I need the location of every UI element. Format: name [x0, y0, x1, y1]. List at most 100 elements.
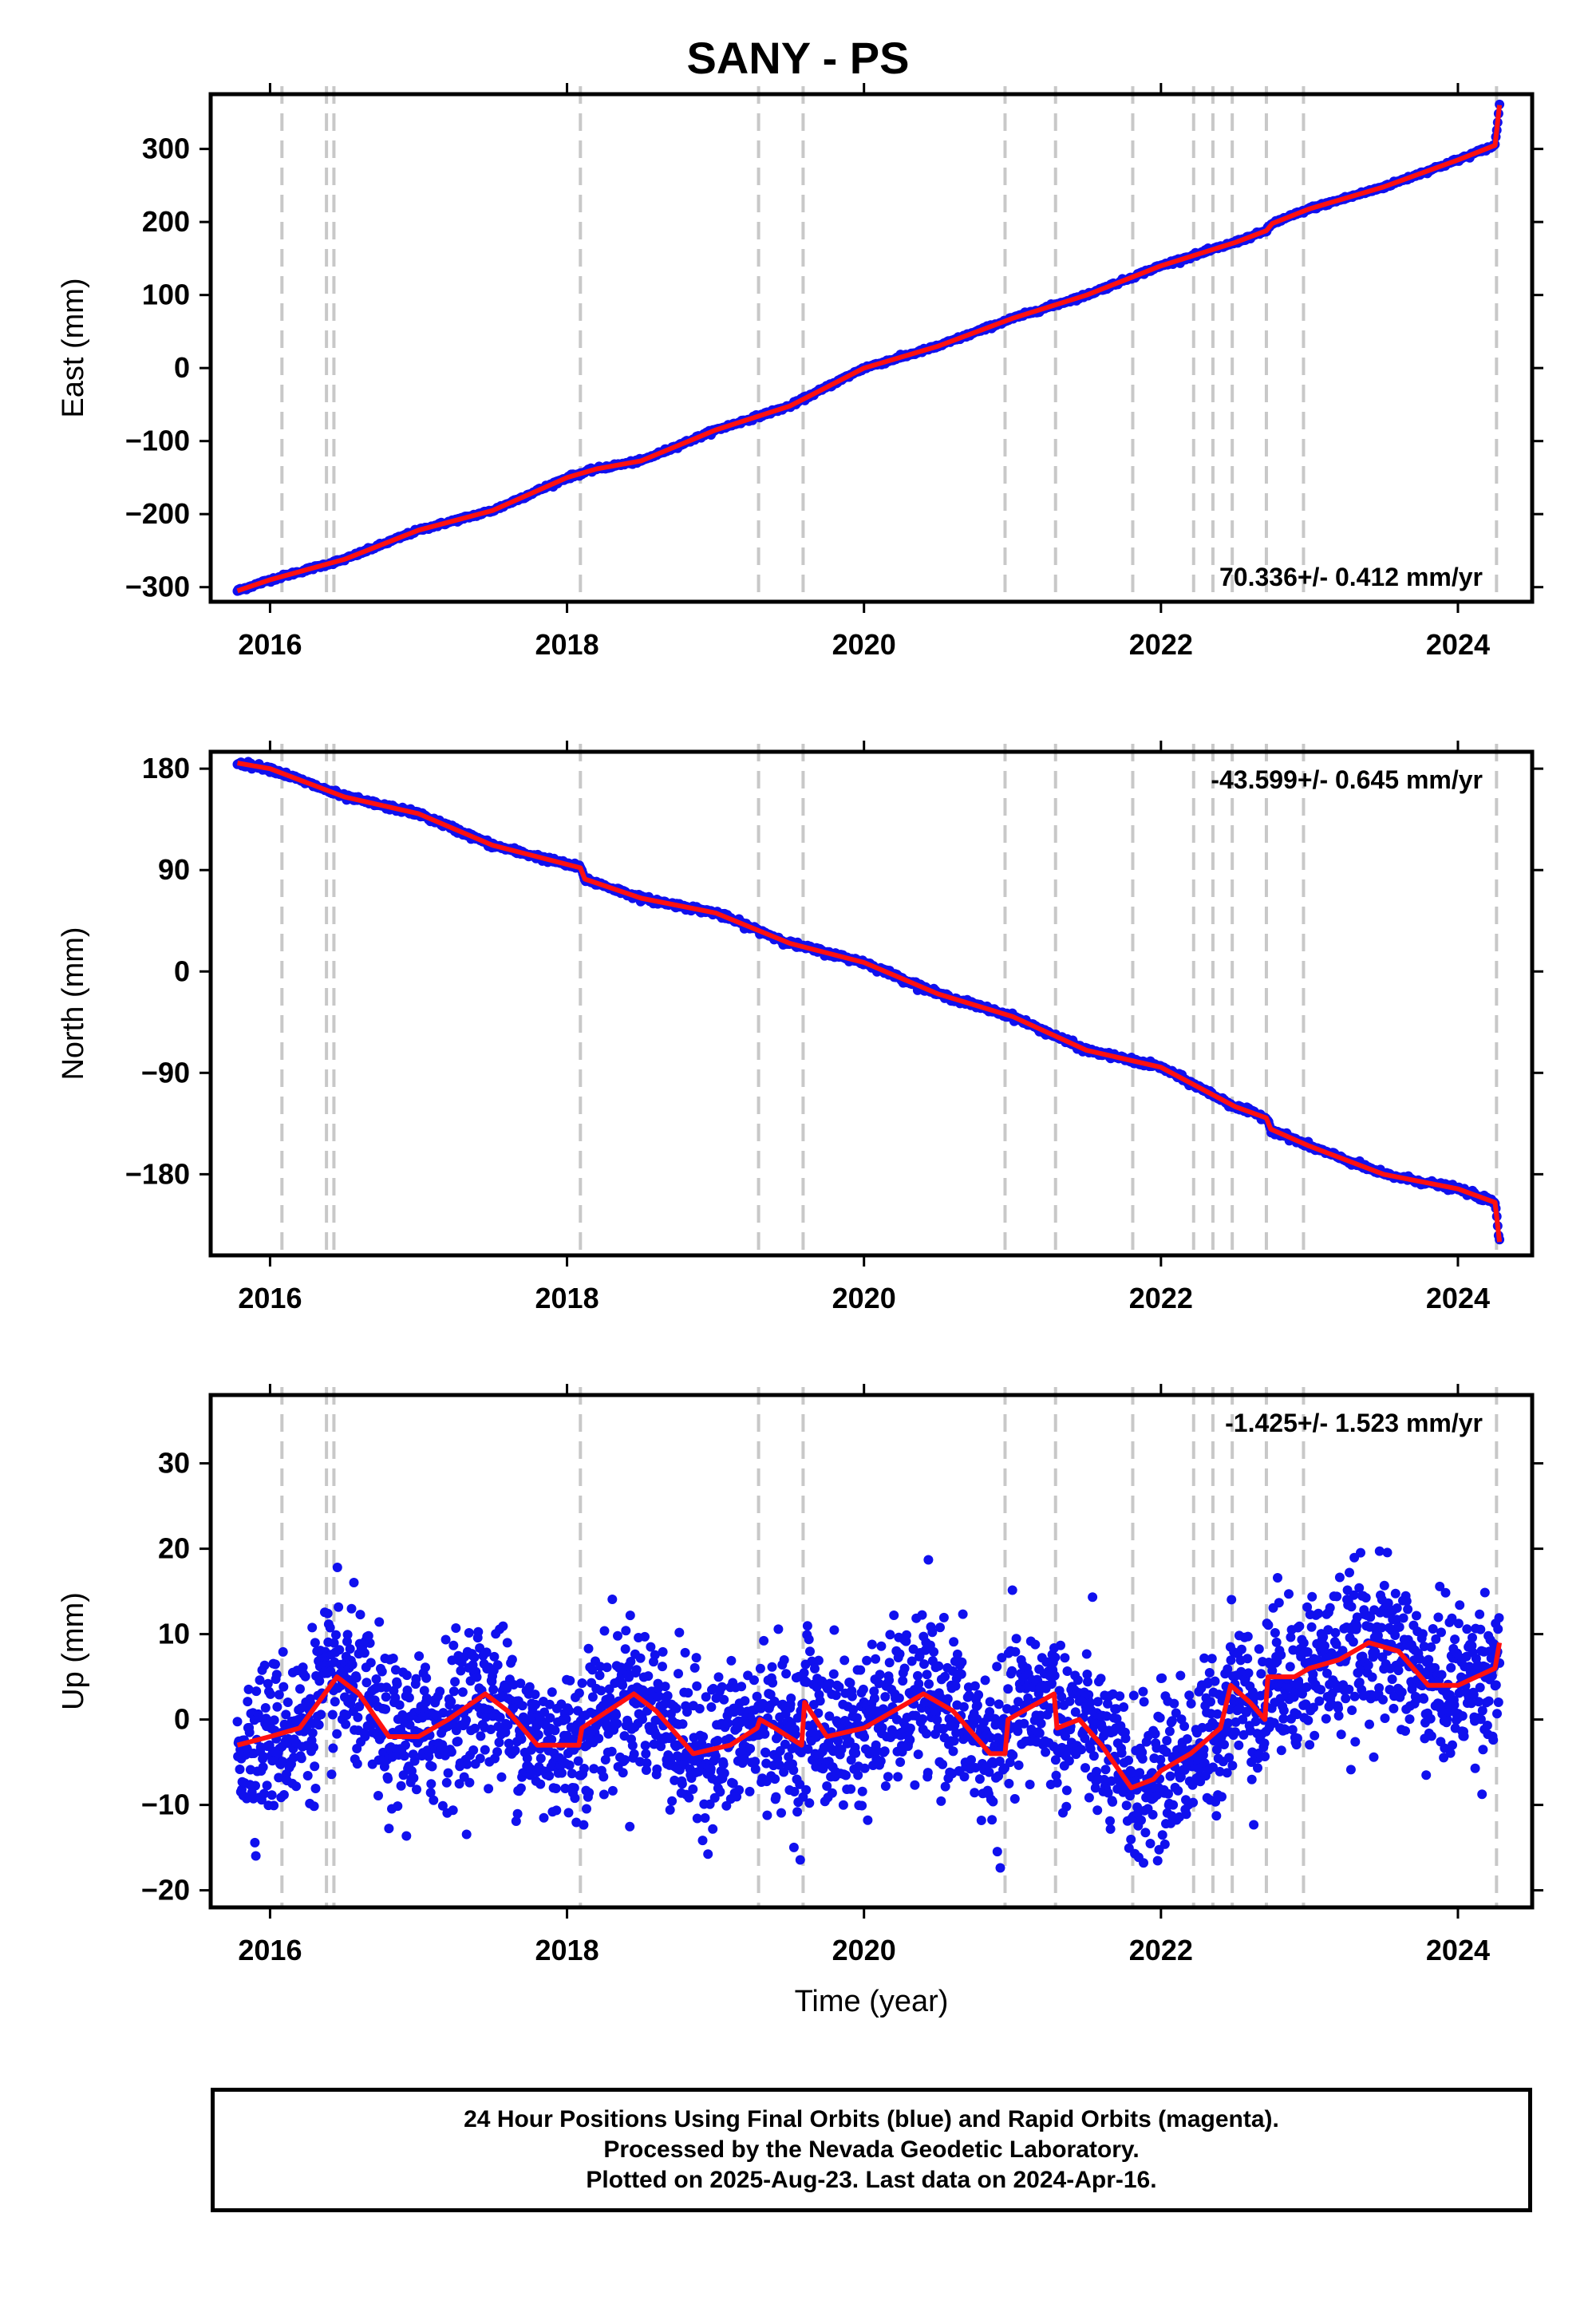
data-point	[582, 1804, 591, 1814]
data-point	[895, 1649, 905, 1659]
data-point	[512, 1808, 523, 1819]
data-point	[342, 1636, 352, 1646]
data-point	[1023, 1693, 1033, 1703]
data-point	[502, 1638, 512, 1648]
data-point	[484, 1784, 494, 1794]
data-point	[779, 1655, 789, 1665]
data-point	[740, 1696, 750, 1706]
data-point	[950, 1681, 961, 1691]
data-point	[448, 1805, 458, 1816]
data-point	[488, 1685, 499, 1694]
data-point	[894, 1693, 904, 1703]
data-point	[1188, 1797, 1199, 1808]
data-point	[641, 1765, 651, 1775]
data-point	[472, 1672, 482, 1682]
data-point	[265, 1689, 275, 1699]
data-point	[958, 1609, 968, 1619]
data-point	[775, 1745, 785, 1756]
data-point	[719, 1768, 729, 1778]
y-tick-label: 0	[174, 954, 190, 987]
data-point	[1105, 1816, 1115, 1826]
data-point	[571, 1817, 582, 1828]
data-point	[353, 1712, 363, 1722]
data-point	[618, 1768, 628, 1778]
data-point	[1211, 1745, 1222, 1755]
data-point	[503, 1720, 513, 1730]
data-point	[1217, 1792, 1227, 1802]
data-point	[345, 1644, 355, 1654]
data-point	[307, 1728, 318, 1738]
data-point	[565, 1675, 575, 1686]
data-point	[627, 1741, 638, 1751]
x-tick-label: 2018	[535, 1282, 599, 1314]
data-point	[243, 1697, 253, 1707]
data-point	[1206, 1697, 1215, 1707]
data-point	[251, 1686, 262, 1697]
data-point	[598, 1772, 609, 1782]
data-point	[857, 1786, 867, 1796]
data-point	[620, 1644, 630, 1654]
data-point	[461, 1715, 472, 1725]
data-point	[1164, 1726, 1175, 1737]
data-point	[1060, 1653, 1070, 1663]
data-point	[401, 1670, 412, 1681]
data-points-group	[232, 757, 1505, 1245]
data-point	[948, 1746, 958, 1757]
data-point	[701, 1692, 711, 1702]
data-point	[994, 1757, 1005, 1766]
data-point	[584, 1788, 595, 1798]
data-point	[347, 1659, 358, 1670]
data-point	[279, 1790, 289, 1800]
data-point	[692, 1813, 702, 1824]
x-tick-label: 2024	[1426, 628, 1490, 661]
data-point	[836, 1745, 847, 1755]
data-point	[486, 1725, 496, 1734]
data-point	[589, 1764, 599, 1774]
data-point	[1004, 1778, 1014, 1788]
x-tick-label: 2020	[832, 1282, 896, 1314]
data-point	[875, 1756, 886, 1766]
data-point	[309, 1801, 319, 1812]
data-point	[1062, 1666, 1073, 1676]
data-point	[606, 1746, 617, 1757]
data-point	[1236, 1644, 1246, 1654]
data-point	[579, 1820, 589, 1830]
data-point	[551, 1805, 562, 1816]
data-point	[1120, 1733, 1131, 1744]
data-point	[564, 1760, 575, 1770]
y-tick-label: −100	[125, 425, 190, 457]
data-point	[535, 1779, 546, 1789]
data-point	[922, 1768, 933, 1778]
data-point	[381, 1692, 391, 1702]
data-point	[713, 1736, 723, 1745]
data-point	[974, 1774, 985, 1784]
data-point	[859, 1732, 870, 1742]
data-point	[464, 1628, 474, 1638]
data-point	[788, 1765, 799, 1776]
data-point	[1115, 1691, 1125, 1701]
data-point	[713, 1672, 724, 1682]
data-point	[295, 1684, 305, 1694]
data-point	[1173, 1785, 1183, 1796]
data-point	[723, 1718, 733, 1729]
data-point	[662, 1690, 673, 1701]
data-point	[1051, 1770, 1061, 1780]
data-point	[507, 1654, 517, 1665]
data-point	[561, 1714, 571, 1725]
data-point	[409, 1773, 419, 1783]
data-point	[760, 1729, 770, 1739]
data-point	[448, 1640, 459, 1650]
data-point	[958, 1701, 969, 1712]
data-point	[718, 1759, 729, 1769]
data-point	[421, 1662, 430, 1673]
rate-label: 70.336+/- 0.412 mm/yr	[1219, 563, 1483, 591]
data-point	[822, 1781, 832, 1791]
y-tick-label: −90	[141, 1056, 190, 1089]
data-point	[799, 1668, 809, 1678]
data-point	[1186, 1698, 1196, 1709]
data-point	[492, 1747, 503, 1757]
data-point	[985, 1707, 995, 1717]
data-point	[767, 1662, 777, 1672]
